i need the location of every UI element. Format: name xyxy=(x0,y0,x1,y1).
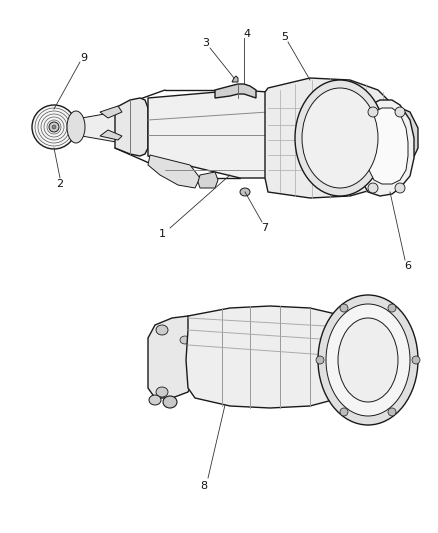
Ellipse shape xyxy=(295,80,385,196)
Ellipse shape xyxy=(368,107,378,117)
Polygon shape xyxy=(186,306,372,408)
Ellipse shape xyxy=(32,105,76,149)
Ellipse shape xyxy=(149,395,161,405)
Ellipse shape xyxy=(338,318,398,402)
Polygon shape xyxy=(148,155,200,188)
Text: 4: 4 xyxy=(244,29,251,39)
Text: 1: 1 xyxy=(159,229,166,239)
Polygon shape xyxy=(148,316,195,398)
Text: 5: 5 xyxy=(282,32,289,42)
Ellipse shape xyxy=(340,304,348,312)
Text: 7: 7 xyxy=(261,223,268,233)
Text: 8: 8 xyxy=(201,481,208,491)
Polygon shape xyxy=(100,130,122,140)
Text: 2: 2 xyxy=(57,179,64,189)
Ellipse shape xyxy=(318,295,418,425)
Text: 9: 9 xyxy=(81,53,88,63)
Ellipse shape xyxy=(156,325,168,335)
Ellipse shape xyxy=(326,304,410,416)
Polygon shape xyxy=(148,90,268,178)
Polygon shape xyxy=(198,172,218,188)
Ellipse shape xyxy=(395,183,405,193)
Ellipse shape xyxy=(340,408,348,416)
Polygon shape xyxy=(76,112,120,142)
Ellipse shape xyxy=(388,408,396,416)
Ellipse shape xyxy=(163,396,177,408)
Ellipse shape xyxy=(49,122,59,132)
Ellipse shape xyxy=(52,125,56,129)
Ellipse shape xyxy=(302,88,378,188)
Ellipse shape xyxy=(180,336,190,344)
Text: 3: 3 xyxy=(202,38,209,48)
Ellipse shape xyxy=(368,183,378,193)
Polygon shape xyxy=(358,100,414,196)
Ellipse shape xyxy=(67,111,85,143)
Polygon shape xyxy=(232,76,238,82)
Ellipse shape xyxy=(395,107,405,117)
Polygon shape xyxy=(366,108,408,184)
Ellipse shape xyxy=(240,188,250,196)
Ellipse shape xyxy=(412,356,420,364)
Polygon shape xyxy=(265,78,402,198)
Polygon shape xyxy=(392,106,418,174)
Ellipse shape xyxy=(388,304,396,312)
Text: 6: 6 xyxy=(405,261,411,271)
Polygon shape xyxy=(215,84,256,98)
Ellipse shape xyxy=(156,387,168,397)
Ellipse shape xyxy=(316,356,324,364)
Polygon shape xyxy=(115,98,148,156)
Polygon shape xyxy=(100,106,122,118)
